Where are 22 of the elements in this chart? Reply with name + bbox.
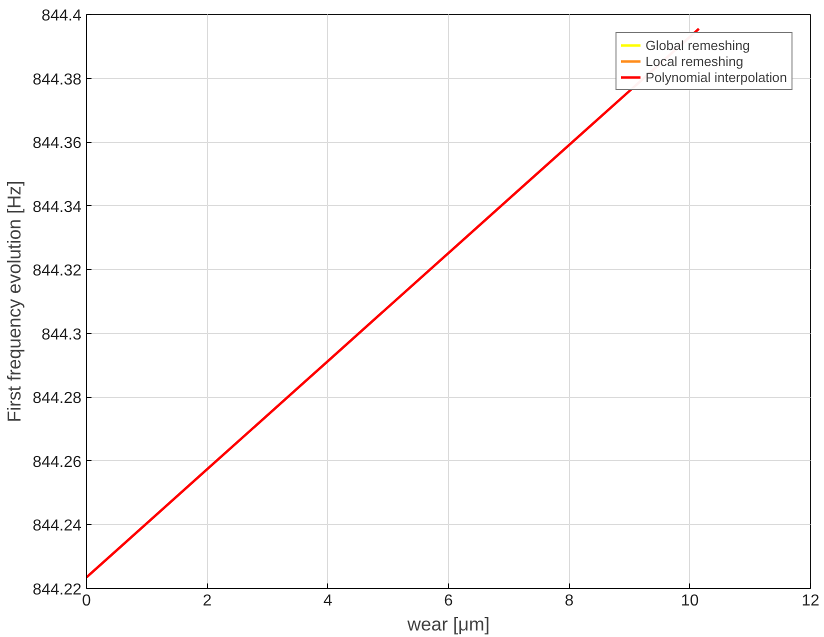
y-tick-label: 844.3	[41, 326, 82, 344]
x-tick-label: 10	[680, 592, 699, 610]
y-tick-label: 844.34	[32, 198, 82, 216]
x-tick-label: 12	[802, 592, 820, 610]
y-tick-label: 844.28	[32, 390, 82, 408]
x-axis-title: wear [μm]	[406, 614, 490, 634]
x-tick-label: 2	[202, 592, 212, 610]
y-tick-label: 844.24	[32, 518, 82, 535]
y-tick-label: 844.36	[32, 135, 82, 152]
y-tick-label: 844.4	[41, 8, 82, 24]
legend-label: Local remeshing	[645, 53, 744, 69]
x-tick-label: 4	[323, 592, 332, 610]
x-tick-label: 0	[82, 592, 92, 610]
y-tick-label: 844.26	[32, 454, 82, 471]
y-tick-label: 844.22	[32, 582, 82, 598]
y-axis-title: First frequency evolution [Hz]	[4, 180, 25, 422]
y-tick-label: 844.38	[32, 71, 82, 88]
legend-label: Global remeshing	[645, 37, 750, 53]
legend-label: Polynomial interpolation	[645, 69, 787, 85]
y-tick-label: 844.32	[32, 262, 82, 280]
x-tick-label: 6	[444, 592, 454, 610]
x-tick-label: 8	[564, 592, 574, 610]
